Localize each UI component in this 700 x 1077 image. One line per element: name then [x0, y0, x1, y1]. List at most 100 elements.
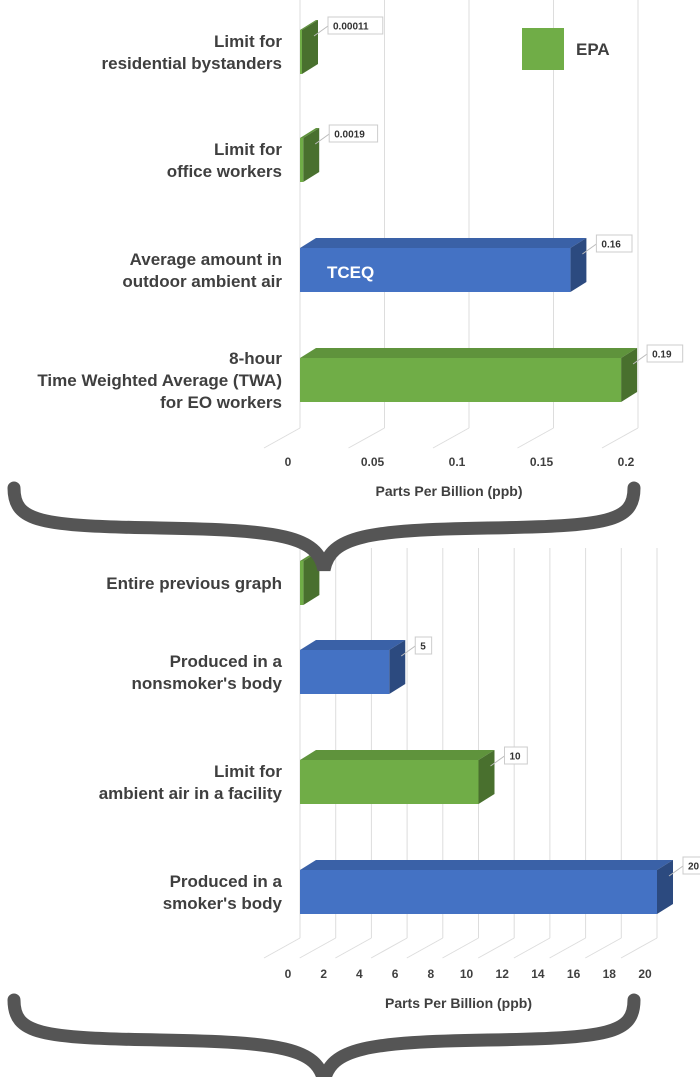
data-label-box	[327, 16, 384, 35]
data-label-leader	[632, 353, 648, 365]
data-label-leader	[313, 25, 329, 37]
bar-front-face	[300, 561, 304, 605]
legend-label-epa: EPA	[576, 40, 610, 59]
bottom-tick-label: 4	[356, 967, 363, 981]
bottom-axis-title: Parts Per Billion (ppb)	[385, 995, 532, 1011]
bar-top-face	[300, 348, 638, 358]
bottom-floor-line	[370, 937, 408, 959]
category-label-line: Produced in a	[170, 652, 283, 671]
bar-front-face	[300, 870, 657, 914]
bar-top-face	[300, 860, 673, 870]
data-label-box	[646, 344, 684, 363]
top-tick-label: 0.2	[618, 455, 635, 469]
category-label-line: ambient air in a facility	[99, 784, 283, 803]
bottom-floor-line	[513, 937, 551, 959]
top-tick-label: 0.15	[530, 455, 554, 469]
bottom-floor-line	[406, 937, 444, 959]
bottom-tick-label: 10	[460, 967, 474, 981]
data-label: 20	[688, 862, 700, 873]
bottom-tick-label: 0	[285, 967, 292, 981]
bar-side-face	[570, 238, 587, 292]
bottom-bar-2: 5	[300, 636, 433, 694]
top-bar-3: 0.16	[300, 234, 633, 292]
category-label-line: nonsmoker's body	[132, 674, 283, 693]
inbar-label: TCEQ	[327, 263, 374, 282]
category-label-line: 8-hour	[229, 349, 282, 368]
bar-top-face	[300, 20, 318, 30]
bar-front-face	[300, 138, 304, 182]
data-label-leader	[668, 865, 684, 877]
bar-top-face	[300, 128, 320, 138]
bar-side-face	[303, 551, 320, 605]
top-floor-line	[348, 427, 385, 449]
bottom-floor-line	[335, 937, 372, 959]
bar-front-face	[300, 358, 622, 402]
category-label-line: office workers	[167, 162, 282, 181]
top-floor-line	[432, 427, 470, 449]
bar-side-face	[302, 20, 318, 74]
bottom-tick-label: 8	[427, 967, 434, 981]
bottom-bar-4: 20	[300, 856, 700, 914]
bar-side-face	[621, 348, 638, 402]
category-label-line: for EO workers	[160, 393, 282, 412]
top-floor-line	[263, 427, 301, 449]
bar-top-face	[300, 640, 406, 650]
top-category-label-2: Limit for office workers	[167, 140, 283, 181]
data-label: 10	[510, 752, 522, 763]
data-label-box	[328, 124, 379, 143]
data-label: 0.0019	[334, 130, 365, 141]
data-label-box	[595, 234, 633, 253]
bottom-floor-line	[620, 937, 658, 959]
top-tick-label: 0.1	[449, 455, 466, 469]
category-label-line: Limit for	[214, 140, 282, 159]
bar-side-face	[303, 128, 320, 182]
bar-side-face	[389, 640, 406, 694]
top-axis-title: Parts Per Billion (ppb)	[375, 483, 522, 499]
data-label: 5	[420, 642, 426, 653]
bottom-tick-label: 20	[638, 967, 652, 981]
data-label: 0.19	[652, 350, 672, 361]
bottom-floor-line	[585, 937, 622, 959]
bar-front-face	[300, 760, 479, 804]
bar-top-face	[300, 750, 495, 760]
category-label-line: Limit for	[214, 762, 282, 781]
bottom-floor-line	[477, 937, 515, 959]
data-label-box	[504, 746, 528, 765]
top-category-label-4: 8-hour Time Weighted Average (TWA) for EO …	[37, 349, 282, 412]
brace-top	[7, 481, 641, 572]
category-label-line: Entire previous graph	[106, 574, 282, 593]
category-label-line: Time Weighted Average (TWA)	[37, 371, 282, 390]
data-label-leader	[490, 755, 505, 767]
data-label-leader	[314, 133, 330, 145]
bottom-category-label-3: Limit for ambient air in a facility	[99, 762, 283, 803]
category-label-line: smoker's body	[163, 894, 283, 913]
data-label: 0.16	[601, 240, 621, 251]
bottom-floor-line	[549, 937, 586, 959]
bottom-tick-label: 2	[320, 967, 327, 981]
bottom-floor-line	[299, 937, 336, 959]
bottom-tick-label: 6	[392, 967, 399, 981]
top-floor-line	[601, 427, 639, 449]
bar-top-face	[300, 238, 587, 248]
top-tick-label: 0.05	[361, 455, 385, 469]
top-floor-line	[517, 427, 554, 449]
top-tick-label: 0	[285, 455, 292, 469]
category-label-line: Average amount in	[130, 250, 282, 269]
bar-front-face	[300, 650, 390, 694]
bottom-bar-3: 10	[300, 746, 528, 804]
bottom-tick-label: 14	[531, 967, 545, 981]
data-label-leader	[400, 645, 416, 657]
top-category-label-1: Limit for residential bystanders	[102, 32, 283, 73]
brace-bottom	[7, 993, 641, 1077]
bar-side-face	[478, 750, 495, 804]
data-label-box	[682, 856, 700, 875]
category-label-line: Produced in a	[170, 872, 283, 891]
bottom-floor-line	[263, 937, 301, 959]
top-bar-4: 0.19	[300, 344, 684, 402]
bottom-category-label-2: Produced in a nonsmoker's body	[132, 652, 283, 693]
data-label-leader	[582, 243, 597, 255]
bottom-category-label-1: Entire previous graph	[106, 574, 282, 593]
category-label-line: Limit for	[214, 32, 282, 51]
bottom-tick-label: 18	[603, 967, 617, 981]
